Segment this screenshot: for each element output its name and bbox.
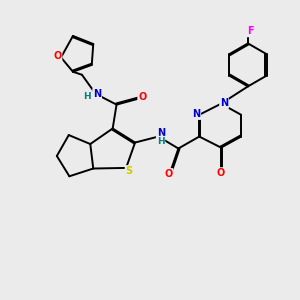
Text: O: O <box>53 51 62 61</box>
Text: N: N <box>192 109 200 119</box>
Text: H: H <box>157 136 165 146</box>
Text: N: N <box>93 89 101 99</box>
Text: N: N <box>220 98 228 108</box>
Text: O: O <box>138 92 146 102</box>
Text: H: H <box>83 92 91 101</box>
Text: F: F <box>247 26 253 37</box>
Text: O: O <box>217 168 225 178</box>
Text: S: S <box>125 166 133 176</box>
Text: O: O <box>164 169 172 179</box>
Text: N: N <box>157 128 165 138</box>
